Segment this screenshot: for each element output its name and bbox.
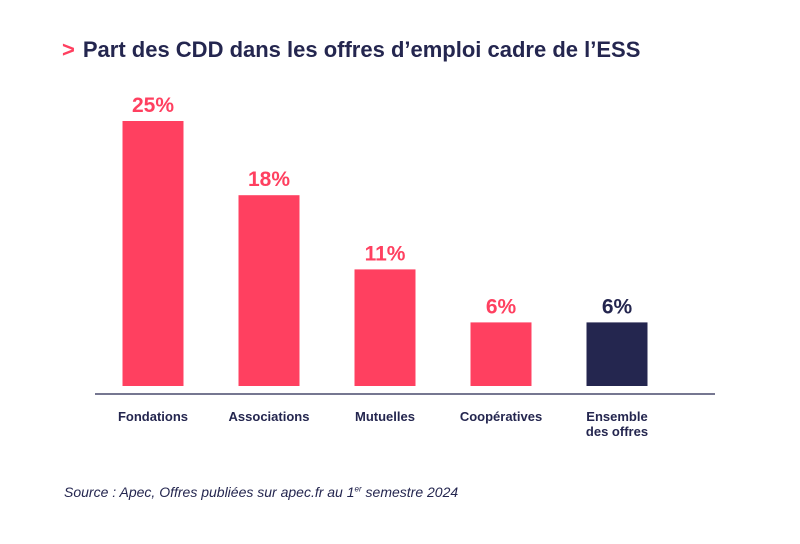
bar-4 (470, 322, 532, 386)
category-label-1: Fondations (118, 409, 188, 424)
source-note: Source : Apec, Offres publiées sur apec.… (64, 484, 458, 500)
bar-3 (354, 269, 416, 386)
chart-title-text: Part des CDD dans les offres d’emploi ca… (82, 37, 641, 62)
data-label-3: 11% (365, 242, 406, 265)
category-label-3: Mutuelles (355, 409, 415, 424)
category-label-5-line-2: des offres (586, 424, 648, 439)
bar-chart: 25% Fondations 18% Associations 11% Mutuelles… (95, 94, 715, 439)
title-chevron-icon: > (62, 37, 75, 62)
bar-1 (122, 121, 184, 386)
data-label-2: 18% (248, 168, 290, 191)
data-label-1: 25% (132, 94, 174, 117)
category-label-4: Coopératives (460, 409, 542, 424)
data-label-5: 6% (602, 295, 633, 318)
bar-2 (238, 195, 300, 386)
category-label-2: Associations (229, 409, 310, 424)
source-superscript: er (354, 484, 362, 494)
source-text: Source : Apec, Offres publiées sur apec.… (64, 484, 355, 500)
bar-5 (586, 322, 648, 386)
category-label-5-line-1: Ensemble (586, 409, 647, 424)
source-text-end: semestre 2024 (361, 484, 459, 500)
data-label-4: 6% (486, 295, 517, 318)
chart-title: > Part des CDD dans les offres d’emploi c… (62, 37, 640, 63)
